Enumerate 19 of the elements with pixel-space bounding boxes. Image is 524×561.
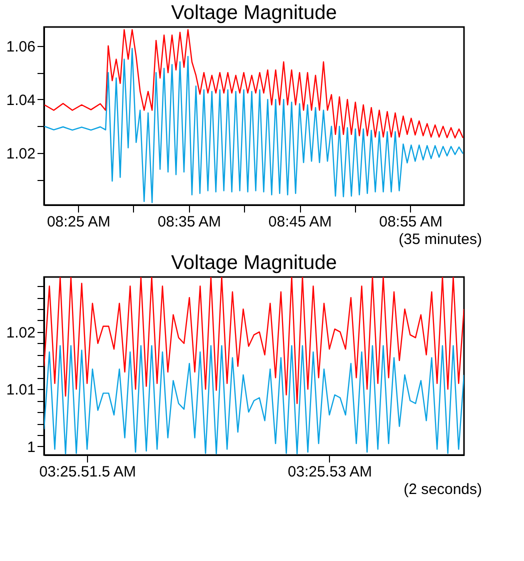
text: (2 seconds) (404, 481, 482, 498)
x-tick-label: 08:45 AM (268, 214, 332, 230)
x-tick-label: 08:25 AM (46, 214, 110, 230)
x-tick-label: 03:25.51.5 AM (39, 464, 136, 480)
chart-title: Voltage Magnitude (171, 252, 337, 274)
text: (35 minutes) (398, 231, 482, 248)
y-tick-label: 1.06 (6, 38, 36, 56)
chart-title: Voltage Magnitude (171, 2, 337, 24)
y-tick-label: 1.02 (6, 146, 36, 163)
y-tick-label: 1.01 (6, 382, 36, 399)
x-tick-label: 08:35 AM (158, 214, 222, 230)
x-tick-label: 03:25.53 AM (288, 464, 372, 480)
x-tick-label: 08:55 AM (379, 214, 442, 230)
y-tick-label: 1.04 (6, 92, 36, 109)
y-tick-label: 1.02 (6, 324, 36, 342)
line-series (44, 29, 464, 138)
line-series (44, 48, 464, 204)
line-series (44, 277, 464, 404)
y-tick-label: 1 (27, 438, 36, 456)
